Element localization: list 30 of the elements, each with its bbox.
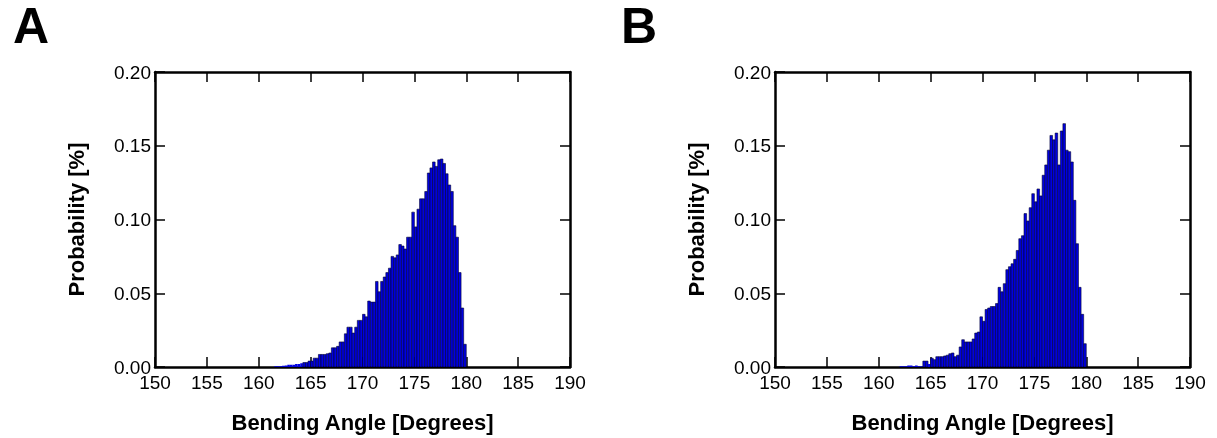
x-tick-label: 175 — [1018, 372, 1051, 393]
x-axis-title: Bending Angle [Degrees] — [851, 409, 1114, 435]
x-tick-label: 155 — [811, 372, 843, 393]
x-tick-label: 185 — [502, 372, 534, 393]
x-tick-label: 165 — [914, 372, 947, 393]
x-tick-label: 190 — [1174, 372, 1206, 393]
y-tick-label: 0.05 — [114, 282, 151, 304]
y-tick-label: 0.15 — [734, 135, 771, 157]
y-tick-label: 0.15 — [114, 135, 151, 157]
chart-title: B — [621, 0, 658, 54]
x-tick-label: 190 — [554, 372, 586, 393]
y-tick-label: 0.10 — [734, 209, 771, 230]
y-tick-label: 0.20 — [734, 61, 771, 83]
x-tick-label: 170 — [966, 372, 999, 393]
x-tick-label: 155 — [191, 372, 223, 393]
x-tick-label: 165 — [294, 372, 327, 393]
x-tick-label: 185 — [1122, 372, 1154, 393]
y-axis-title: Probability [%] — [683, 142, 709, 297]
x-tick-label: 160 — [862, 372, 895, 393]
y-tick-label: 0.05 — [734, 282, 771, 304]
x-tick-label: 160 — [242, 372, 275, 393]
chart-title: A — [13, 0, 50, 54]
x-axis-title: Bending Angle [Degrees] — [231, 409, 494, 435]
x-tick-label: 180 — [450, 372, 483, 393]
x-tick-label: 170 — [346, 372, 379, 393]
x-tick-label: 180 — [1070, 372, 1103, 393]
y-axis-title: Probability [%] — [63, 142, 89, 297]
y-tick-label: 0.20 — [114, 61, 151, 83]
x-tick-label: 175 — [398, 372, 431, 393]
y-tick-label: 0.10 — [114, 209, 151, 230]
